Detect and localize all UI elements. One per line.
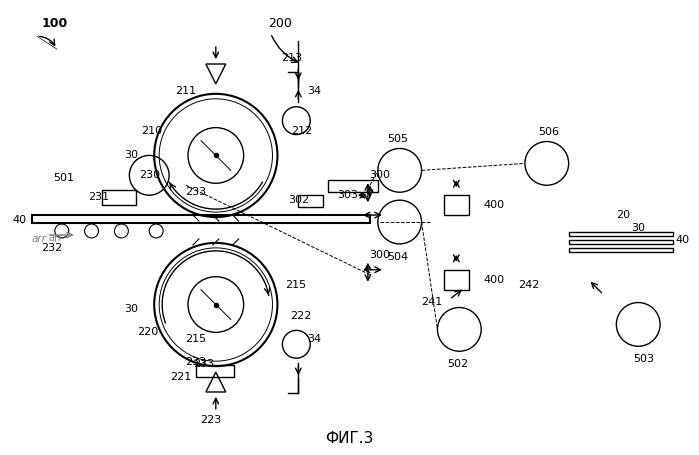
Text: 20: 20 xyxy=(617,210,630,220)
Bar xyxy=(569,232,673,236)
Text: 505: 505 xyxy=(387,134,408,143)
Text: 100: 100 xyxy=(42,17,68,30)
Bar xyxy=(32,215,370,223)
Text: 40: 40 xyxy=(12,215,26,225)
Text: 300: 300 xyxy=(369,250,390,260)
Text: 215: 215 xyxy=(284,280,306,290)
Text: 242: 242 xyxy=(518,280,540,290)
Text: 221: 221 xyxy=(171,372,192,382)
Text: 30: 30 xyxy=(124,304,138,314)
Text: 213: 213 xyxy=(281,53,302,63)
Text: 220: 220 xyxy=(138,327,159,337)
Text: arr: arr xyxy=(49,233,63,243)
Text: 34: 34 xyxy=(307,86,322,96)
Text: 400: 400 xyxy=(484,200,505,210)
Bar xyxy=(196,365,233,377)
Text: 233: 233 xyxy=(185,357,206,367)
Bar xyxy=(298,195,323,207)
Text: 231: 231 xyxy=(88,192,109,202)
Text: 300: 300 xyxy=(369,170,390,180)
Text: 40: 40 xyxy=(676,235,690,245)
Text: 200: 200 xyxy=(268,17,292,30)
Text: ФИГ.3: ФИГ.3 xyxy=(325,431,373,446)
Text: 502: 502 xyxy=(447,359,468,369)
Text: 233: 233 xyxy=(194,359,215,369)
Text: 400: 400 xyxy=(484,275,505,285)
Bar xyxy=(101,190,136,205)
Text: 230: 230 xyxy=(138,170,160,180)
Text: 34: 34 xyxy=(307,334,322,344)
Bar xyxy=(569,240,673,244)
Text: 506: 506 xyxy=(538,126,559,136)
Text: 503: 503 xyxy=(633,354,654,364)
Text: 232: 232 xyxy=(41,243,62,253)
Text: 223: 223 xyxy=(200,415,222,425)
Text: 215: 215 xyxy=(185,334,206,344)
Text: 303: 303 xyxy=(338,190,359,200)
Text: 241: 241 xyxy=(421,297,442,307)
Bar xyxy=(569,248,673,252)
Bar xyxy=(328,180,378,192)
Bar xyxy=(445,195,469,215)
Text: 210: 210 xyxy=(140,126,161,136)
Text: 222: 222 xyxy=(291,312,312,321)
Text: 30: 30 xyxy=(631,223,645,233)
Text: arr: arr xyxy=(32,234,47,244)
Text: 504: 504 xyxy=(387,252,408,262)
Text: 233: 233 xyxy=(185,187,206,197)
Text: 211: 211 xyxy=(175,86,196,96)
Text: 302: 302 xyxy=(288,195,309,205)
Text: 30: 30 xyxy=(124,151,138,161)
Text: 212: 212 xyxy=(291,126,312,136)
Bar xyxy=(445,270,469,290)
Text: 501: 501 xyxy=(53,173,74,183)
